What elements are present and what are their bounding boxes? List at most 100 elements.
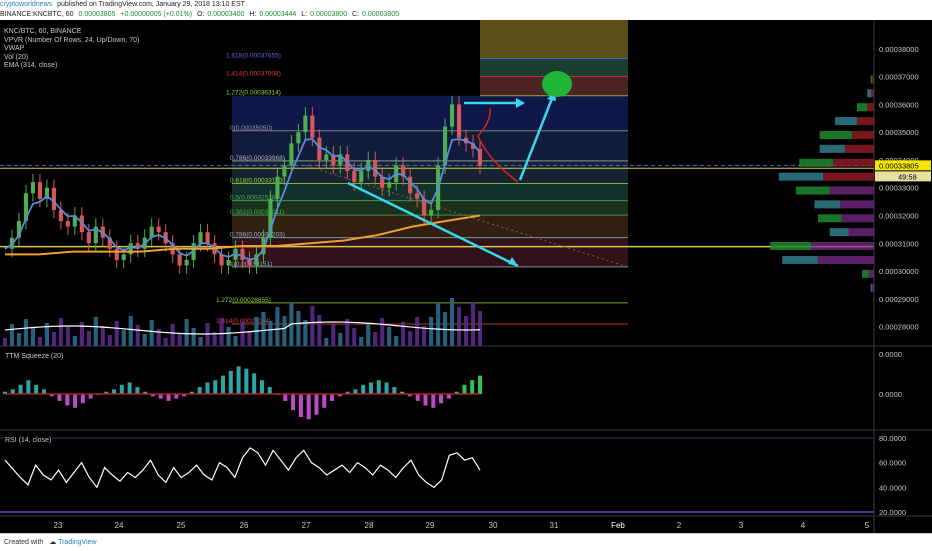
volume-bar-7 bbox=[51, 332, 56, 346]
vpvr-down-0 bbox=[872, 75, 874, 84]
candle-body-46 bbox=[324, 154, 329, 160]
candle-body-53 bbox=[373, 159, 378, 177]
price-tick-3: 0.00035000 bbox=[879, 128, 919, 137]
x-tick-13: 5 bbox=[865, 521, 870, 530]
rsi-label[interactable]: RSI (14, close) bbox=[4, 436, 53, 445]
volume-bar-3 bbox=[23, 319, 29, 346]
volume-bar-47 bbox=[331, 324, 336, 346]
ema-line bbox=[5, 214, 481, 256]
vpvr-up-2 bbox=[857, 103, 868, 112]
vpvr-up-10 bbox=[817, 214, 842, 223]
vpvr-up-12 bbox=[770, 242, 812, 251]
candle-body-59 bbox=[415, 193, 420, 199]
candle-body-54 bbox=[380, 176, 385, 188]
squeeze-bar-4 bbox=[34, 384, 39, 394]
candle-body-35 bbox=[247, 259, 252, 266]
candle-body-13 bbox=[93, 226, 98, 244]
volume-bar-14 bbox=[100, 326, 105, 346]
volume-ma-line bbox=[4, 321, 481, 335]
squeeze-bar-59 bbox=[462, 384, 467, 394]
volume-bar-5 bbox=[37, 337, 42, 346]
squeeze-bar-47 bbox=[368, 382, 373, 394]
indicator-vwap[interactable]: VWAP bbox=[4, 45, 25, 53]
squeeze-bar-33 bbox=[259, 380, 264, 394]
vpvr-up-1 bbox=[867, 89, 872, 98]
candle-body-65 bbox=[456, 104, 462, 138]
vpvr-down-13 bbox=[817, 255, 874, 264]
squeeze-bar-27 bbox=[213, 380, 218, 394]
candle-body-29 bbox=[205, 232, 210, 244]
vpvr-down-5 bbox=[845, 144, 874, 153]
candle-body-48 bbox=[338, 154, 343, 166]
tradingview-link[interactable]: TradingView bbox=[58, 539, 97, 546]
rsi-tick-0: 80.0000 bbox=[879, 434, 906, 443]
last-price: 0.00003805 bbox=[78, 11, 116, 18]
squeeze-bar-36 bbox=[283, 394, 288, 401]
volume-bar-23 bbox=[163, 338, 168, 346]
x-tick-9: Feb bbox=[611, 521, 625, 530]
rsi-line bbox=[4, 447, 481, 489]
indicator-volume[interactable]: Vol (20) bbox=[4, 53, 29, 61]
fib-label-5: 0.618(0.00033153) bbox=[230, 177, 285, 184]
author-link[interactable]: cryptoworldnews bbox=[0, 1, 53, 8]
publish-info: published on TradingView.com, January 29… bbox=[57, 1, 245, 8]
fib-zone-8 bbox=[232, 215, 628, 238]
fib-zone-1 bbox=[480, 58, 628, 77]
vpvr-up-11 bbox=[829, 228, 849, 237]
fib-zone-7 bbox=[232, 200, 628, 216]
volume-bar-39 bbox=[275, 307, 280, 346]
volume-bar-64 bbox=[449, 298, 455, 346]
vpvr-up-5 bbox=[819, 144, 846, 153]
volume-bar-18 bbox=[128, 316, 133, 346]
squeeze-bar-15 bbox=[119, 384, 124, 394]
candle-body-16 bbox=[114, 248, 119, 260]
fib-label-10: 1.272(0.00028855) bbox=[216, 297, 271, 304]
candle-body-26 bbox=[184, 259, 189, 266]
squeeze-bar-11 bbox=[88, 394, 93, 399]
price-tick-10: 0.00028000 bbox=[879, 323, 919, 332]
x-tick-12: 4 bbox=[801, 521, 806, 530]
vpvr-down-2 bbox=[867, 103, 874, 112]
candle-body-55 bbox=[387, 182, 392, 188]
squeeze-bar-26 bbox=[205, 382, 210, 394]
fib-zone-9 bbox=[232, 237, 628, 267]
volume-bar-13 bbox=[93, 317, 98, 346]
squeeze-bar-42 bbox=[330, 394, 335, 401]
vwap-line bbox=[4, 138, 481, 261]
squeeze-bar-7 bbox=[57, 394, 62, 401]
squeeze-bar-22 bbox=[174, 394, 179, 399]
volume-bar-21 bbox=[149, 320, 154, 346]
indicator-symbol[interactable]: KNC/BTC, 60, BINANCE bbox=[4, 28, 82, 35]
vpvr-down-4 bbox=[851, 130, 874, 139]
symbol-name: BINANCE:KNCBTC, 60 bbox=[0, 11, 74, 18]
indicator-ema[interactable]: EMA (314, close) bbox=[4, 62, 58, 70]
fib-zone-0 bbox=[480, 20, 628, 59]
candle-body-51 bbox=[359, 171, 364, 183]
squeeze-bar-56 bbox=[439, 394, 444, 404]
candle-body-43 bbox=[303, 115, 308, 133]
volume-bar-65 bbox=[456, 307, 462, 346]
arrow-down-head bbox=[508, 257, 518, 266]
volume-bar-45 bbox=[317, 315, 322, 346]
x-tick-10: 2 bbox=[677, 521, 682, 530]
squeeze-bar-40 bbox=[314, 394, 319, 415]
squeeze-tick-0: 0.0000 bbox=[879, 350, 902, 359]
volume-bar-51 bbox=[359, 337, 364, 346]
volume-bar-48 bbox=[338, 333, 343, 346]
squeeze-bar-60 bbox=[470, 380, 475, 394]
indicator-vpvr[interactable]: VPVR (Number Of Rows, 24, Up/Down, 70) bbox=[4, 36, 140, 44]
trend-line bbox=[305, 165, 629, 268]
fib-label-0: 1.618(0.00037655) bbox=[226, 52, 281, 59]
squeeze-bar-2 bbox=[18, 384, 23, 394]
ohlc-close: 0.00003805 bbox=[362, 11, 400, 18]
projection-curve bbox=[477, 107, 519, 183]
ttm-squeeze-label[interactable]: TTM Squeeze (20) bbox=[4, 352, 65, 361]
vpvr-up-0 bbox=[870, 75, 873, 84]
price-tick-0: 0.00038000 bbox=[879, 45, 919, 54]
squeeze-bar-5 bbox=[41, 389, 46, 394]
volume-bar-27 bbox=[191, 328, 196, 346]
candle-body-36 bbox=[254, 254, 259, 266]
vpvr-up-7 bbox=[778, 172, 823, 181]
squeeze-bar-39 bbox=[306, 394, 311, 420]
